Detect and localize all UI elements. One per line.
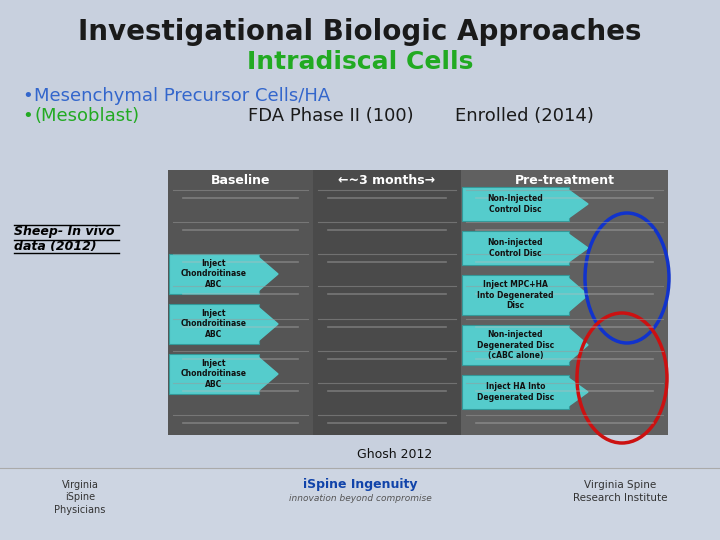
Text: ←~3 months→: ←~3 months→ [338,174,436,187]
Text: Virginia
iSpine
Physicians: Virginia iSpine Physicians [54,480,106,515]
FancyBboxPatch shape [462,231,569,265]
Text: iSpine Ingenuity: iSpine Ingenuity [302,478,418,491]
Text: Inject MPC+HA
Into Degenerated
Disc: Inject MPC+HA Into Degenerated Disc [477,280,554,310]
Text: Inject
Chondroitinase
ABC: Inject Chondroitinase ABC [181,259,247,289]
Text: Inject HA Into
Degenerated Disc: Inject HA Into Degenerated Disc [477,382,554,402]
Text: Non-Injected
Control Disc: Non-Injected Control Disc [487,194,544,214]
Text: Non-injected
Control Disc: Non-injected Control Disc [487,238,544,258]
FancyBboxPatch shape [168,170,313,435]
Text: FDA Phase II (100): FDA Phase II (100) [248,107,413,125]
Polygon shape [568,278,588,312]
FancyBboxPatch shape [168,170,668,435]
FancyBboxPatch shape [169,304,259,344]
Text: Virginia Spine
Research Institute: Virginia Spine Research Institute [572,480,667,503]
Text: innovation beyond compromise: innovation beyond compromise [289,494,431,503]
Text: •: • [22,87,32,105]
FancyBboxPatch shape [169,354,259,394]
Text: Pre-treatment: Pre-treatment [515,174,614,187]
FancyBboxPatch shape [462,275,569,315]
FancyBboxPatch shape [169,254,259,294]
Polygon shape [568,328,588,362]
Text: Investigational Biologic Approaches: Investigational Biologic Approaches [78,18,642,46]
Polygon shape [258,357,278,391]
Text: Mesenchymal Precursor Cells/HA: Mesenchymal Precursor Cells/HA [34,87,330,105]
FancyBboxPatch shape [462,375,569,409]
Text: Sheep- In vivo: Sheep- In vivo [14,225,114,238]
FancyBboxPatch shape [462,187,569,221]
Text: Inject
Chondroitinase
ABC: Inject Chondroitinase ABC [181,359,247,389]
Polygon shape [568,234,588,262]
FancyBboxPatch shape [462,325,569,365]
Text: Enrolled (2014): Enrolled (2014) [455,107,594,125]
Text: (Mesoblast): (Mesoblast) [34,107,139,125]
Text: Inject
Chondroitinase
ABC: Inject Chondroitinase ABC [181,309,247,339]
Text: Baseline: Baseline [211,174,270,187]
Text: Non-injected
Degenerated Disc
(cABC alone): Non-injected Degenerated Disc (cABC alon… [477,330,554,360]
Polygon shape [258,257,278,291]
FancyBboxPatch shape [0,468,720,540]
Polygon shape [568,377,588,407]
Text: Ghosh 2012: Ghosh 2012 [357,448,433,461]
FancyBboxPatch shape [313,170,461,435]
Text: •: • [22,107,32,125]
Polygon shape [258,307,278,341]
Text: Intradiscal Cells: Intradiscal Cells [247,50,473,74]
Polygon shape [568,190,588,218]
Text: data (2012): data (2012) [14,240,96,253]
FancyBboxPatch shape [461,170,668,435]
